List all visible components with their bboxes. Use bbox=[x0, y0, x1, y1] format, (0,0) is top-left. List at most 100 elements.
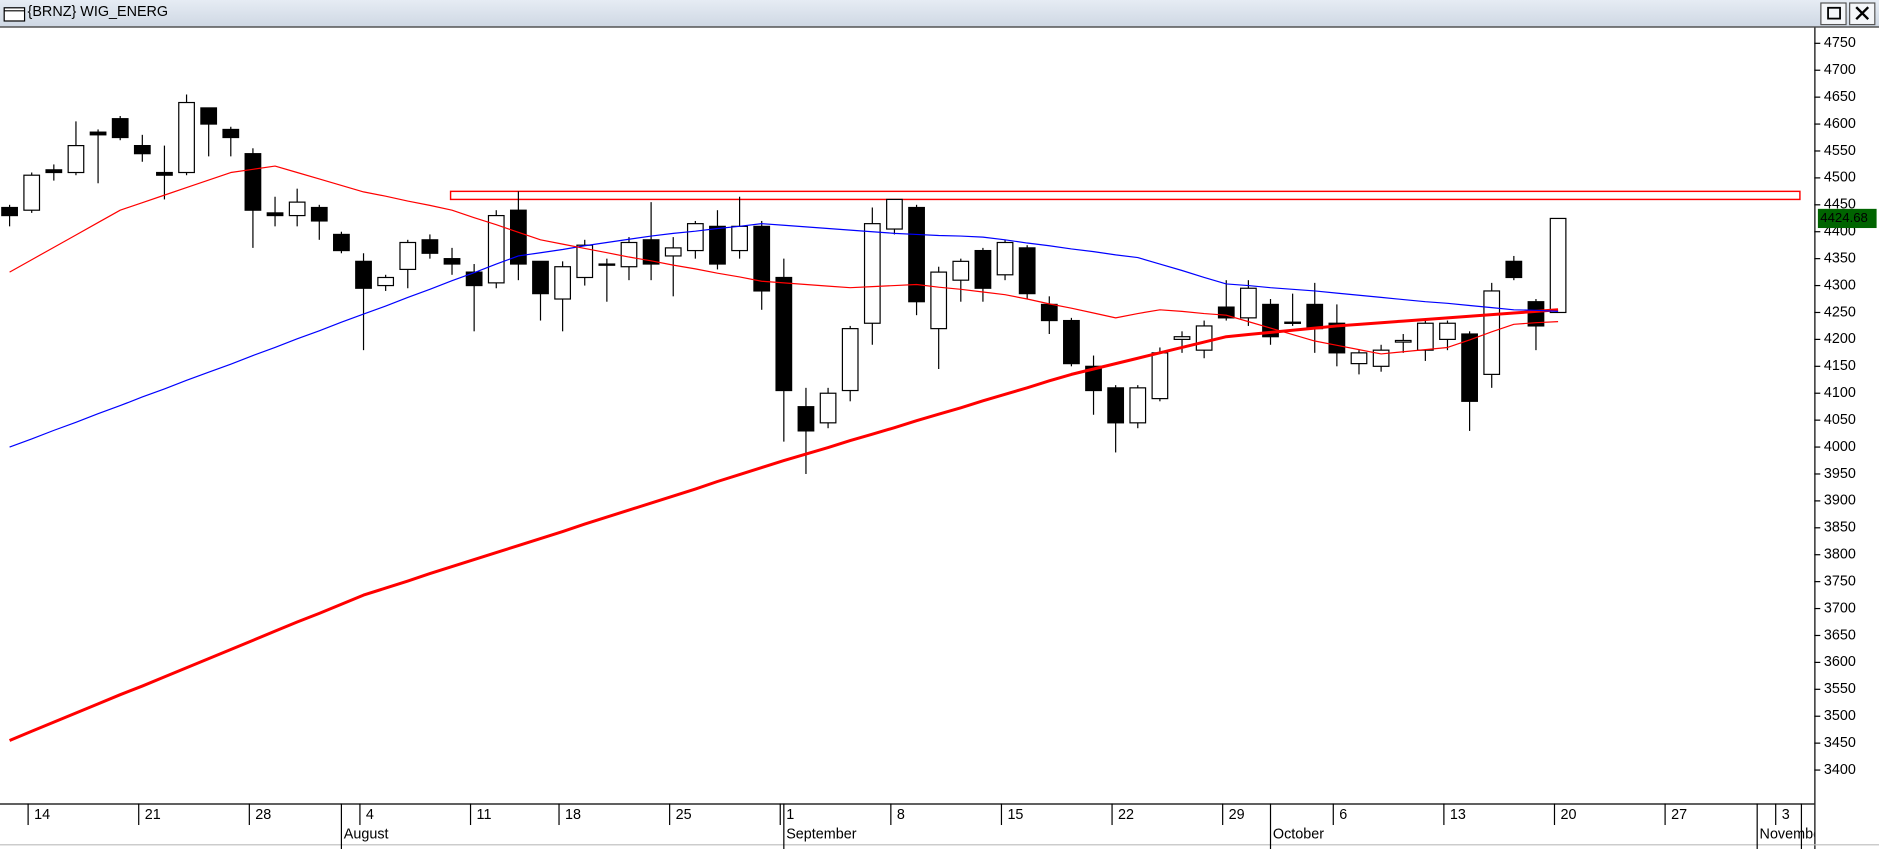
y-tick-label: 3400 bbox=[1824, 762, 1856, 778]
candle-body bbox=[421, 239, 439, 254]
candle-body bbox=[443, 258, 461, 265]
y-tick-label: 4350 bbox=[1824, 250, 1856, 266]
moving-average-line bbox=[9, 223, 1559, 448]
x-tick-label: 28 bbox=[255, 807, 271, 823]
candle-body bbox=[1350, 352, 1368, 365]
x-tick-label: 6 bbox=[1339, 807, 1347, 823]
x-tick-label: 15 bbox=[1007, 807, 1023, 823]
candle-body bbox=[1, 206, 18, 217]
candle-body bbox=[1306, 303, 1324, 330]
window-icon bbox=[3, 7, 26, 22]
y-tick-label: 3850 bbox=[1824, 520, 1856, 536]
last-price-box bbox=[1817, 208, 1877, 229]
y-tick-label: 3950 bbox=[1824, 466, 1856, 482]
candle-body bbox=[863, 223, 881, 324]
candle-body bbox=[620, 241, 638, 268]
moving-average-line bbox=[9, 165, 1559, 355]
candle-body bbox=[1063, 319, 1080, 365]
candle-body bbox=[1328, 322, 1346, 354]
resistance-zone bbox=[449, 190, 1801, 201]
candle-body bbox=[67, 144, 85, 174]
candle-body bbox=[598, 263, 616, 266]
candle-body bbox=[709, 225, 726, 265]
candle-body bbox=[222, 128, 240, 139]
last-price-label: 4424.68 bbox=[1820, 210, 1868, 225]
x-tick-label: 25 bbox=[676, 807, 692, 823]
candle-body bbox=[886, 198, 903, 230]
candle-body bbox=[841, 328, 859, 392]
candle-body bbox=[111, 118, 129, 139]
candle-body bbox=[89, 131, 107, 136]
x-tick-label: 3 bbox=[1782, 807, 1790, 823]
y-tick-label: 3550 bbox=[1824, 681, 1856, 697]
plot-area: August September October November bbox=[1, 94, 1826, 842]
y-tick-label: 4300 bbox=[1824, 277, 1856, 293]
y-tick-label: 3450 bbox=[1824, 735, 1856, 751]
y-tick-label: 3800 bbox=[1824, 547, 1856, 563]
candle-body bbox=[399, 241, 417, 271]
candle-body bbox=[1107, 387, 1125, 424]
candle-body bbox=[1040, 303, 1058, 322]
y-tick-label: 4150 bbox=[1824, 358, 1856, 374]
candle-body bbox=[23, 174, 41, 211]
y-tick-label: 4600 bbox=[1824, 116, 1856, 132]
candle-body bbox=[1527, 301, 1545, 327]
candle-body bbox=[1018, 247, 1036, 295]
title-bar bbox=[0, 0, 1879, 27]
candle-body bbox=[1483, 290, 1501, 375]
candle-body bbox=[908, 206, 925, 303]
candle-body bbox=[1284, 321, 1302, 324]
candle-body bbox=[1394, 339, 1412, 343]
candle-body bbox=[1239, 287, 1257, 319]
candle-body bbox=[1129, 387, 1147, 424]
x-tick-label: 11 bbox=[477, 807, 492, 823]
close-button[interactable] bbox=[1849, 2, 1876, 26]
month-label: August bbox=[344, 826, 389, 842]
candle-body bbox=[1195, 325, 1213, 351]
candle-body bbox=[355, 260, 372, 289]
y-tick-label: 4500 bbox=[1824, 170, 1856, 186]
candle-body bbox=[532, 260, 549, 295]
x-tick-label: 13 bbox=[1450, 807, 1466, 823]
candle-body bbox=[996, 241, 1014, 276]
candle-body bbox=[244, 153, 262, 211]
candle-body bbox=[686, 223, 704, 252]
candle-body bbox=[178, 101, 195, 174]
y-tick-label: 4700 bbox=[1824, 62, 1856, 78]
candle-body bbox=[1372, 349, 1390, 367]
candle-body bbox=[1173, 336, 1191, 340]
y-tick-label: 3600 bbox=[1824, 654, 1856, 670]
y-tick-label: 4050 bbox=[1824, 412, 1856, 428]
candle-body bbox=[509, 209, 527, 265]
candle-body bbox=[1439, 322, 1456, 340]
candle-body bbox=[1505, 260, 1523, 279]
x-tick-label: 22 bbox=[1118, 807, 1134, 823]
x-tick-label: 21 bbox=[145, 807, 161, 823]
x-tick-label: 4 bbox=[366, 807, 374, 823]
x-tick-label: 29 bbox=[1229, 807, 1245, 823]
candle-body bbox=[333, 233, 350, 252]
candle-body bbox=[974, 249, 992, 289]
candle-body bbox=[819, 392, 837, 424]
month-label: September bbox=[786, 826, 857, 842]
candle-body bbox=[642, 239, 660, 265]
candle-body bbox=[156, 171, 173, 176]
window-title: {BRNZ} WIG_ENERG bbox=[28, 4, 169, 20]
x-tick-label: 20 bbox=[1560, 807, 1576, 823]
x-tick-label: 27 bbox=[1671, 807, 1687, 823]
x-tick-label: 8 bbox=[897, 807, 905, 823]
y-tick-label: 3700 bbox=[1824, 600, 1856, 616]
candle-body bbox=[45, 169, 63, 174]
y-tick-label: 4750 bbox=[1824, 35, 1856, 51]
y-tick-label: 3900 bbox=[1824, 493, 1856, 509]
candle-body bbox=[952, 260, 970, 281]
candle-body bbox=[930, 271, 948, 330]
x-tick-label: 14 bbox=[34, 807, 50, 823]
y-tick-label: 4200 bbox=[1824, 331, 1856, 347]
candle-body bbox=[1217, 306, 1235, 319]
axes: 3400 3450 3500 3550 3600 3650 3700 3750 3800 3850… bbox=[27, 35, 1877, 849]
y-tick-label: 4100 bbox=[1824, 385, 1856, 401]
maximize-button[interactable] bbox=[1820, 2, 1847, 26]
month-label: November bbox=[1760, 826, 1826, 842]
